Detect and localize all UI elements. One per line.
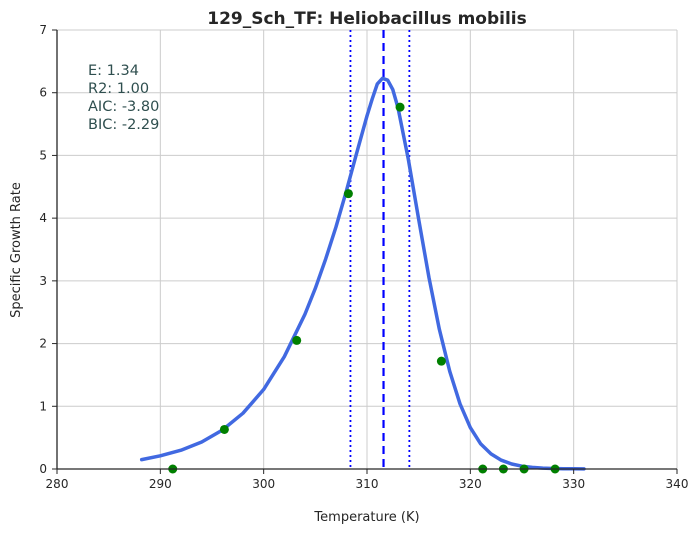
x-tick-label: 290: [149, 477, 172, 491]
axis-layer: [52, 29, 678, 474]
y-tick-label: 4: [39, 211, 47, 225]
y-tick-label: 2: [39, 337, 47, 351]
stats-line: AIC: -3.80: [88, 99, 159, 115]
points-layer: [168, 102, 560, 474]
y-tick-label: 6: [39, 86, 47, 100]
fit-curve-line: [139, 76, 586, 471]
x-tick-label: 330: [562, 477, 585, 491]
y-tick-label: 1: [39, 399, 47, 413]
stats-line: BIC: -2.29: [88, 117, 159, 133]
stats-box: E: 1.34 R2: 1.00 AIC: -3.80 BIC: -2.29: [88, 63, 159, 133]
stats-line: E: 1.34: [88, 63, 139, 79]
data-point: [219, 424, 229, 434]
data-point: [292, 335, 302, 345]
y-tick-label: 5: [39, 148, 47, 162]
curve-layer: [139, 76, 586, 471]
chart-title: 129_Sch_TF: Heliobacillus mobilis: [207, 9, 527, 29]
vertical-lines-layer: [349, 30, 411, 469]
y-tick-label: 0: [39, 462, 47, 476]
y-tick-label: 3: [39, 274, 47, 288]
data-point: [343, 189, 353, 199]
x-tick-label: 340: [666, 477, 689, 491]
x-tick-label: 300: [252, 477, 275, 491]
y-tick-label: 7: [39, 23, 47, 37]
data-point: [395, 102, 405, 112]
x-tick-label: 320: [459, 477, 482, 491]
y-axis-label: Specific Growth Rate: [9, 182, 24, 318]
x-tick-label: 310: [356, 477, 379, 491]
data-point: [436, 356, 446, 366]
grid-layer: [56, 29, 678, 470]
x-axis-label: Temperature (K): [313, 510, 419, 525]
stats-line: R2: 1.00: [88, 81, 149, 97]
tick-labels-layer: 280 290 300 310 320 330 340 0 1 2 3 4 5 6 7: [39, 23, 688, 491]
x-tick-label: 280: [46, 477, 69, 491]
